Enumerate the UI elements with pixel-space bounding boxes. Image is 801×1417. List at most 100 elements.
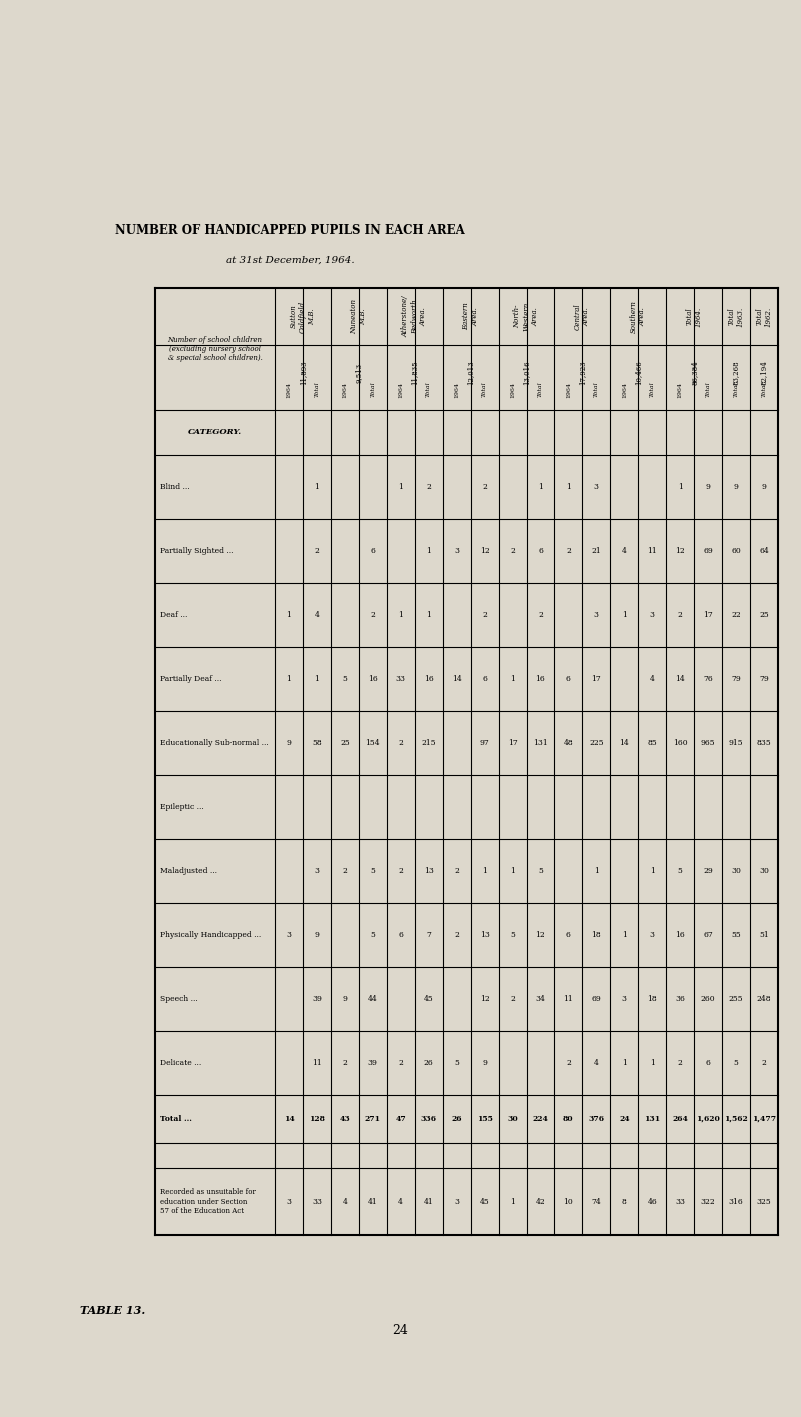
Text: 2: 2	[342, 867, 348, 876]
Text: 6: 6	[370, 547, 375, 555]
Text: 21: 21	[591, 547, 602, 555]
Text: Eastern
Area.: Eastern Area.	[462, 303, 479, 330]
Text: Sutton
Coldfield
M.B.: Sutton Coldfield M.B.	[290, 300, 316, 333]
Text: 5: 5	[510, 931, 515, 939]
Text: 3: 3	[287, 1197, 292, 1206]
Text: Partially Deaf ...: Partially Deaf ...	[160, 674, 222, 683]
Text: 13,016: 13,016	[522, 360, 530, 385]
Text: 14: 14	[619, 740, 629, 747]
Text: 1964: 1964	[678, 381, 682, 398]
Text: 30: 30	[759, 867, 769, 876]
Text: Epileptic ...: Epileptic ...	[160, 803, 203, 811]
Text: 5: 5	[370, 931, 375, 939]
Text: 29: 29	[703, 867, 713, 876]
Text: 10: 10	[564, 1197, 574, 1206]
Text: 1: 1	[426, 547, 431, 555]
Text: 2: 2	[398, 1058, 403, 1067]
Text: 264: 264	[672, 1115, 688, 1124]
Text: 97: 97	[480, 740, 489, 747]
Text: 6: 6	[482, 674, 487, 683]
Text: 1: 1	[398, 611, 403, 619]
Text: 6: 6	[566, 674, 571, 683]
Text: 1: 1	[594, 867, 599, 876]
Text: 25: 25	[759, 611, 769, 619]
Text: 1964: 1964	[510, 381, 515, 398]
Text: 2: 2	[678, 1058, 682, 1067]
Text: 79: 79	[759, 674, 769, 683]
Text: North-
Western
Area.: North- Western Area.	[513, 302, 540, 332]
Text: Nuneaton
M.B.: Nuneaton M.B.	[350, 299, 368, 334]
Text: Central
Area.: Central Area.	[574, 303, 591, 330]
Text: Number of school children
(excluding nursery school
& special school children).: Number of school children (excluding nur…	[167, 336, 263, 363]
Text: 1: 1	[287, 674, 292, 683]
Text: Physically Handicapped ...: Physically Handicapped ...	[160, 931, 261, 939]
Text: 36: 36	[675, 995, 685, 1003]
Text: 1: 1	[315, 674, 320, 683]
Text: 255: 255	[729, 995, 743, 1003]
Text: Total
1963.: Total 1963.	[727, 306, 745, 327]
Text: 17: 17	[591, 674, 602, 683]
Text: TABLE 13.: TABLE 13.	[80, 1305, 145, 1315]
Text: 128: 128	[309, 1115, 325, 1124]
Text: 1: 1	[287, 611, 292, 619]
Text: 1964: 1964	[287, 381, 292, 398]
Text: 2: 2	[426, 483, 431, 492]
Text: 1: 1	[650, 867, 654, 876]
Text: 1: 1	[650, 1058, 654, 1067]
Text: 6: 6	[398, 931, 403, 939]
Text: 376: 376	[589, 1115, 605, 1124]
Text: 2: 2	[566, 1058, 571, 1067]
Text: 3: 3	[622, 995, 627, 1003]
Text: Recorded as unsuitable for
education under Section
57 of the Education Act: Recorded as unsuitable for education und…	[160, 1189, 256, 1214]
Text: 271: 271	[364, 1115, 380, 1124]
Text: 45: 45	[480, 1197, 489, 1206]
Text: 18: 18	[647, 995, 657, 1003]
Text: 13: 13	[424, 867, 433, 876]
Text: 58: 58	[312, 740, 322, 747]
Text: 1: 1	[510, 674, 515, 683]
Text: 76: 76	[703, 674, 713, 683]
Text: 1,477: 1,477	[752, 1115, 776, 1124]
Text: 1: 1	[426, 611, 431, 619]
Text: 154: 154	[365, 740, 380, 747]
Text: 1964: 1964	[454, 381, 459, 398]
Text: Blind ...: Blind ...	[160, 483, 190, 492]
Text: 5: 5	[342, 674, 348, 683]
Text: 14: 14	[284, 1115, 294, 1124]
Text: 17: 17	[508, 740, 517, 747]
Text: 39: 39	[312, 995, 322, 1003]
Text: 1: 1	[510, 867, 515, 876]
Text: 1964: 1964	[398, 381, 403, 398]
Text: 30: 30	[731, 867, 741, 876]
Text: 25: 25	[340, 740, 350, 747]
Text: 131: 131	[533, 740, 548, 747]
Text: 80: 80	[563, 1115, 574, 1124]
Text: 225: 225	[589, 740, 604, 747]
Text: 24: 24	[619, 1115, 630, 1124]
Text: 33: 33	[675, 1197, 685, 1206]
Text: 24: 24	[392, 1323, 408, 1336]
Text: Total: Total	[538, 381, 543, 397]
Text: 2: 2	[454, 931, 459, 939]
Text: 9,513: 9,513	[355, 363, 363, 383]
Text: 4: 4	[342, 1197, 348, 1206]
Text: Deaf ...: Deaf ...	[160, 611, 187, 619]
Text: 131: 131	[644, 1115, 660, 1124]
Text: 1: 1	[622, 931, 626, 939]
Text: 14: 14	[675, 674, 685, 683]
Text: 2: 2	[566, 547, 571, 555]
Text: Maladjusted ...: Maladjusted ...	[160, 867, 217, 876]
Text: 39: 39	[368, 1058, 378, 1067]
Text: 224: 224	[533, 1115, 549, 1124]
Text: 86,384: 86,384	[690, 360, 698, 385]
Text: 215: 215	[421, 740, 436, 747]
Text: 11: 11	[564, 995, 574, 1003]
Text: Total: Total	[762, 381, 767, 397]
Text: 11: 11	[647, 547, 657, 555]
Text: 9: 9	[734, 483, 739, 492]
Text: 1,562: 1,562	[724, 1115, 748, 1124]
Text: 11: 11	[312, 1058, 322, 1067]
Text: 10,466: 10,466	[634, 360, 642, 385]
Text: 48: 48	[564, 740, 574, 747]
Text: 1: 1	[678, 483, 682, 492]
